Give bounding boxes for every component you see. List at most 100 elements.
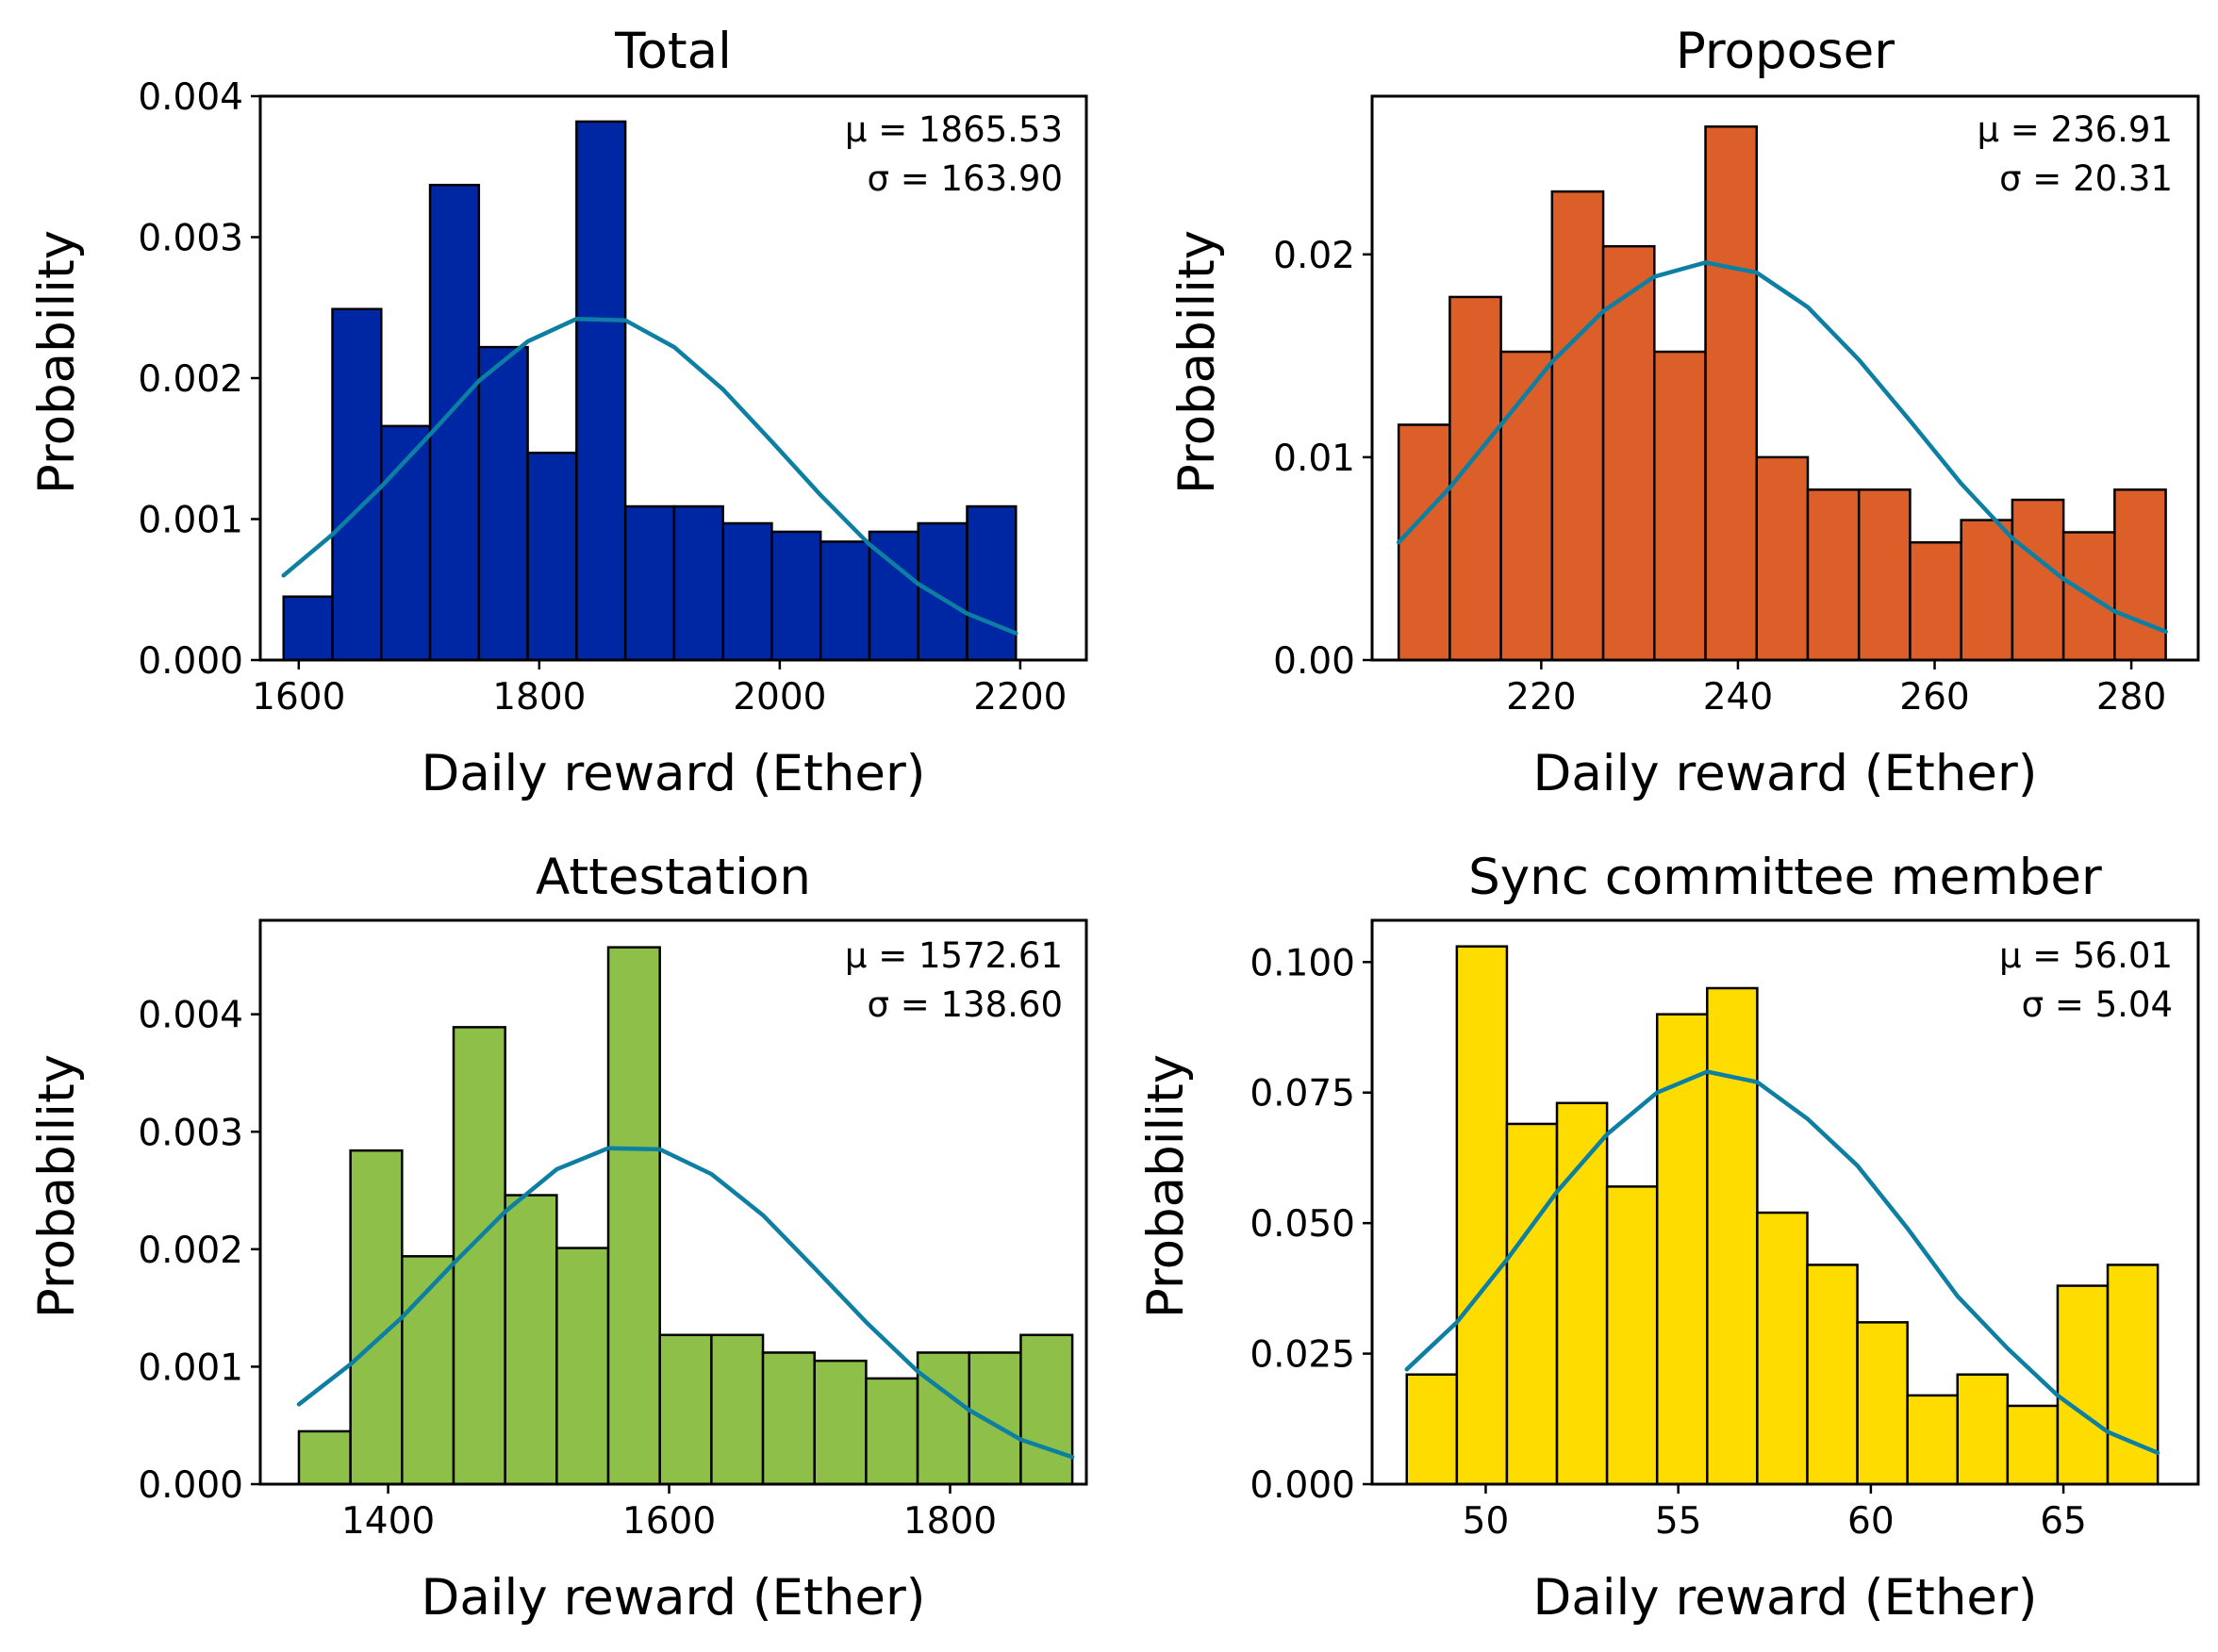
histogram-bar	[623, 504, 676, 662]
histogram-bar	[606, 946, 661, 1486]
histogram-bar	[575, 120, 627, 662]
histogram-bar	[1806, 488, 1861, 662]
histogram-bar	[916, 1351, 971, 1486]
histogram-bar	[1550, 190, 1605, 662]
histogram-bar	[1505, 1122, 1559, 1486]
std-annotation: σ = 163.90	[868, 158, 1063, 199]
x-tick-label: 2000	[733, 676, 826, 719]
normal-fit-line	[296, 1146, 1075, 1460]
x-tick-label: 1400	[341, 1500, 435, 1543]
y-tick-label: 0.003	[138, 1112, 243, 1154]
x-axis-label: Daily reward (Ether)	[422, 745, 926, 802]
x-tick-label: 55	[1655, 1500, 1702, 1543]
histogram-bar	[1397, 423, 1451, 662]
x-tick-label: 1800	[903, 1500, 997, 1543]
histogram-bar	[526, 451, 578, 662]
panel-title: Attestation	[536, 849, 811, 906]
histogram-bar	[428, 183, 481, 662]
histogram-bar	[761, 1351, 816, 1486]
histogram-bar	[710, 1333, 765, 1486]
x-axis-label: Daily reward (Ether)	[1533, 745, 2038, 802]
panel-total: Total Daily reward (Ether) Probability μ…	[28, 23, 1088, 802]
histogram-bar	[672, 504, 724, 662]
histogram-bar	[865, 1377, 919, 1486]
y-tick-label: 0.001	[138, 500, 243, 542]
histogram-bar	[349, 1148, 404, 1486]
mean-annotation: μ = 1572.61	[845, 935, 1063, 976]
mean-annotation: μ = 1865.53	[845, 109, 1063, 150]
y-tick-label: 0.004	[138, 995, 243, 1037]
std-annotation: σ = 138.60	[868, 984, 1063, 1025]
y-tick-label: 0.000	[1250, 1464, 1355, 1507]
histogram-bar	[1960, 519, 2014, 662]
panel-attestation: Attestation Daily reward (Ether) Probabi…	[28, 849, 1088, 1627]
histogram-bar	[1405, 1373, 1459, 1486]
y-tick-label: 0.02	[1273, 235, 1355, 277]
histogram-bar	[658, 1333, 713, 1486]
histogram-bar	[1706, 986, 1759, 1486]
histogram-bar	[504, 1194, 558, 1486]
y-tick-label: 0.050	[1250, 1203, 1355, 1246]
histogram-bar	[1704, 125, 1759, 662]
normal-fit-line	[1396, 260, 2168, 635]
y-axis-label: Probability	[1168, 230, 1226, 494]
x-tick-label: 220	[1506, 676, 1576, 719]
normal-fit-line	[281, 316, 1018, 636]
x-axis-label: Daily reward (Ether)	[422, 1569, 926, 1627]
mean-annotation: μ = 56.01	[1999, 935, 2173, 976]
histogram-bar	[770, 530, 822, 662]
histogram-bar	[2006, 1404, 2060, 1486]
panel-title: Total	[614, 23, 732, 80]
y-tick-label: 0.001	[138, 1346, 243, 1389]
histogram-bar	[917, 521, 968, 662]
x-tick-label: 65	[2040, 1500, 2087, 1543]
panel-proposer: Proposer Daily reward (Ether) Probabilit…	[1168, 23, 2200, 802]
normal-fit-line	[1404, 1069, 2160, 1456]
histogram-bar	[2113, 488, 2167, 662]
histogram-bar	[1956, 1373, 2010, 1486]
histogram-bar	[1601, 244, 1656, 662]
histogram-bar	[1909, 540, 1962, 662]
x-tick-label: 2200	[973, 676, 1067, 719]
histogram-bar	[721, 521, 773, 662]
std-annotation: σ = 5.04	[2022, 984, 2173, 1025]
histogram-bar	[1906, 1394, 1960, 1486]
x-tick-label: 50	[1463, 1500, 1510, 1543]
histogram-bar	[477, 345, 529, 662]
y-axis-label: Probability	[1137, 1054, 1195, 1318]
histogram-bar	[1019, 1333, 1074, 1486]
y-tick-label: 0.100	[1250, 942, 1355, 984]
histogram-bar	[968, 1351, 1022, 1486]
mean-annotation: μ = 236.91	[1977, 109, 2173, 150]
panel-title: Sync committee member	[1468, 849, 2102, 906]
histogram-bar	[2011, 498, 2065, 662]
histogram-bar	[1806, 1264, 1859, 1486]
histogram-bar	[282, 595, 334, 662]
x-tick-label: 260	[1899, 676, 1969, 719]
y-tick-label: 0.002	[138, 358, 243, 401]
x-tick-label: 1600	[252, 676, 345, 719]
histogram-bar	[555, 1247, 610, 1486]
y-tick-label: 0.075	[1250, 1073, 1355, 1115]
plot-frame	[1370, 918, 2200, 1486]
y-tick-label: 0.000	[138, 640, 243, 683]
x-tick-label: 1800	[492, 676, 586, 719]
histogram-bar	[819, 540, 871, 662]
histogram-bar	[813, 1359, 868, 1486]
panel-sync-committee-member: Sync committee member Daily reward (Ethe…	[1137, 849, 2200, 1627]
histogram-bar	[1653, 350, 1707, 662]
histogram-bar	[1499, 350, 1554, 662]
plot-frame	[1370, 94, 2200, 662]
histogram-bar	[2056, 1284, 2110, 1486]
histogram-bar	[1655, 1013, 1709, 1486]
y-tick-label: 0.003	[138, 218, 243, 260]
histogram-bar	[297, 1429, 352, 1486]
y-tick-label: 0.01	[1273, 438, 1355, 480]
histogram-bar	[380, 424, 432, 662]
y-tick-label: 0.025	[1250, 1334, 1355, 1377]
histogram-bar	[1455, 945, 1509, 1486]
histogram-bar	[331, 307, 383, 662]
histogram-bar	[1605, 1185, 1659, 1486]
y-axis-label: Probability	[28, 1054, 86, 1318]
x-tick-label: 280	[2096, 676, 2166, 719]
